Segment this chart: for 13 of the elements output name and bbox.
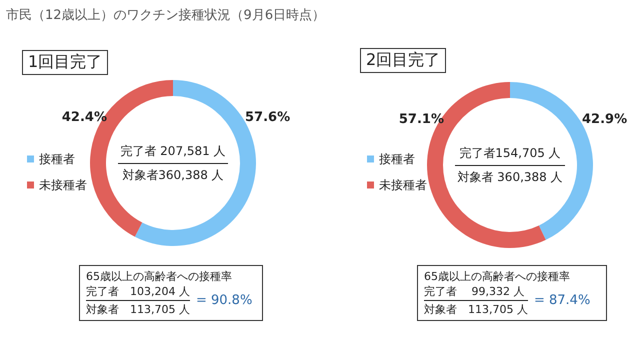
data-label: 57.6% — [245, 110, 290, 125]
legend-label: 未接種者 — [39, 178, 87, 192]
legend-label: 接種者 — [39, 152, 75, 166]
chart-title: 市民（12歳以上）のワクチン接種状況（9月6日時点） — [6, 7, 326, 24]
text: 完了者 207,581 人 — [119, 143, 227, 160]
panel-label-frame: 1回目完了 — [22, 50, 108, 75]
text: 対象者 360,388 人 — [456, 169, 564, 186]
text: 完了者154,705 人 — [458, 145, 562, 162]
legend-label: 接種者 — [379, 152, 415, 166]
data-label: 42.9% — [582, 112, 628, 127]
text: 対象者360,388 人 — [121, 167, 225, 184]
legend-label: 未接種者 — [379, 178, 427, 192]
panel-label-frame: 2回目完了 — [360, 48, 446, 73]
